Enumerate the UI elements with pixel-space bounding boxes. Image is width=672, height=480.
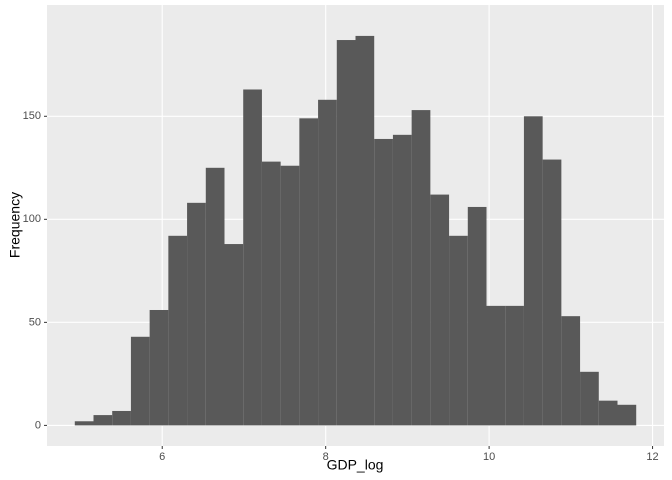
bar [449,235,468,426]
bar [374,138,393,426]
bar [149,309,169,426]
bar [261,161,281,426]
bar [336,40,356,426]
x-tick-label: 12 [646,451,658,463]
bar [392,134,412,426]
bar [299,118,319,426]
bar [523,116,543,426]
bar [112,410,131,426]
bar [561,316,581,426]
x-tick-label: 6 [159,451,165,463]
bar [130,336,150,426]
bar [205,167,225,426]
bar [168,235,188,426]
y-tick-label: 100 [23,213,41,225]
bar [224,244,244,426]
y-tick-label: 150 [23,110,41,122]
bar [243,89,262,426]
bar [486,305,506,426]
x-tick-label: 10 [483,451,495,463]
bar [617,404,637,426]
y-tick-label: 0 [35,419,41,431]
bar [411,110,431,426]
bar [505,305,524,426]
bar [430,194,450,426]
bar [74,421,94,426]
y-axis-title: Frequency [7,192,23,258]
bar [542,159,562,426]
bar [598,400,618,426]
x-tick-label: 8 [323,451,329,463]
bar [280,165,300,426]
bar [355,35,375,426]
bar [467,206,487,426]
y-tick-label: 50 [29,316,41,328]
bar [318,99,337,426]
bar [187,202,206,426]
bar [93,415,113,426]
x-axis-title: GDP_log [327,457,384,473]
bar [580,371,599,426]
